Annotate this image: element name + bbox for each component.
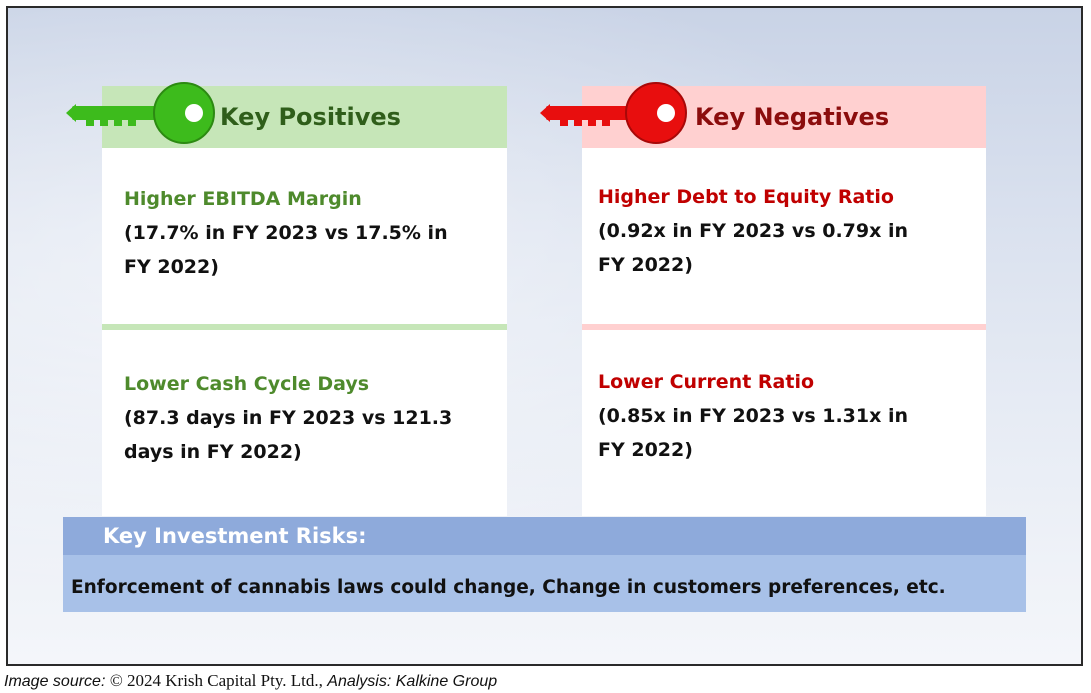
green-key-icon [66, 82, 215, 144]
negative-item-card: Lower Current Ratio (0.85x in FY 2023 vs… [582, 330, 986, 516]
negative-item-title: Higher Debt to Equity Ratio [598, 186, 894, 208]
investment-risks-heading: Key Investment Risks: [63, 517, 1026, 555]
source-label: Image source: [4, 673, 106, 690]
investment-risks-text: Enforcement of cannabis laws could chang… [63, 555, 1026, 612]
source-copyright: © 2024 Krish Capital Pty. Ltd., [109, 671, 323, 690]
negative-divider [582, 324, 986, 330]
negative-item-card: Higher Debt to Equity Ratio (0.92x in FY… [582, 148, 986, 324]
negative-item-title: Lower Current Ratio [598, 371, 815, 393]
negative-item-detail: (0.85x in FY 2023 vs 1.31x in FY 2022) [598, 405, 909, 461]
positive-item-detail: (17.7% in FY 2023 vs 17.5% in FY 2022) [124, 222, 448, 278]
key-positives-title: Key Positives [220, 103, 401, 131]
positive-item-card: Higher EBITDA Margin (17.7% in FY 2023 v… [102, 148, 507, 324]
positive-item-title: Higher EBITDA Margin [124, 188, 362, 210]
image-source-caption: Image source: © 2024 Krish Capital Pty. … [4, 671, 497, 691]
source-analysis: Analysis: Kalkine Group [327, 673, 498, 690]
positive-divider [102, 324, 507, 330]
negative-item-detail: (0.92x in FY 2023 vs 0.79x in FY 2022) [598, 220, 909, 276]
red-key-icon [540, 82, 687, 144]
positive-item-detail: (87.3 days in FY 2023 vs 121.3 days in F… [124, 407, 453, 463]
positive-item-title: Lower Cash Cycle Days [124, 373, 370, 395]
positive-item-card: Lower Cash Cycle Days (87.3 days in FY 2… [102, 330, 507, 516]
key-negatives-title: Key Negatives [695, 103, 890, 131]
